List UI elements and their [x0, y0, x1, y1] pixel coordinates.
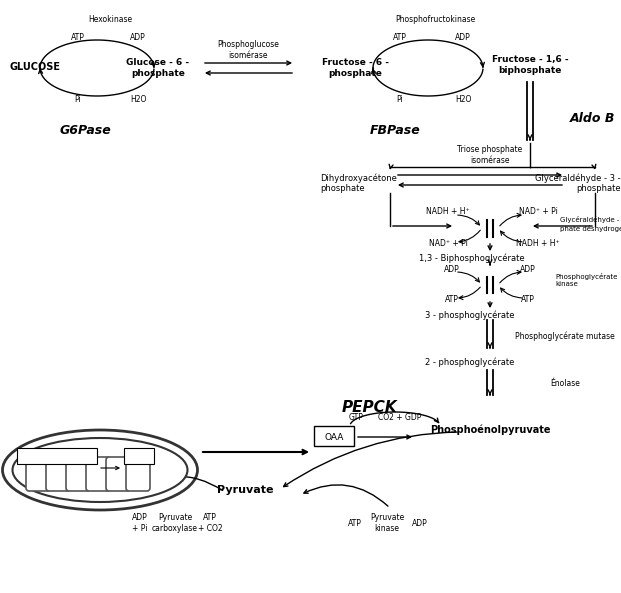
Text: 3 - phosphoglycérate: 3 - phosphoglycérate	[425, 310, 515, 320]
Text: Fructose - 6 -
phosphate: Fructose - 6 - phosphate	[322, 58, 389, 78]
FancyBboxPatch shape	[106, 457, 130, 491]
Text: Phosphoglycérate
kinase: Phosphoglycérate kinase	[555, 273, 617, 287]
Text: ADP: ADP	[444, 266, 460, 275]
Text: Aldo B: Aldo B	[570, 111, 615, 125]
Text: OAA: OAA	[324, 432, 343, 442]
Text: NADH + H⁺: NADH + H⁺	[426, 208, 470, 216]
Text: Phosphofructokinase: Phosphofructokinase	[395, 15, 475, 24]
FancyBboxPatch shape	[66, 457, 90, 491]
Text: Hexokinase: Hexokinase	[88, 15, 132, 24]
Text: H2O: H2O	[455, 95, 471, 104]
Text: ATP: ATP	[393, 33, 407, 43]
Text: Phosphoénolpyruvate: Phosphoénolpyruvate	[430, 425, 550, 435]
Text: 2 - phosphoglycérate: 2 - phosphoglycérate	[425, 357, 515, 366]
FancyBboxPatch shape	[26, 457, 50, 491]
Text: Pi: Pi	[75, 95, 81, 104]
Text: Phosphoglycérate mutase: Phosphoglycérate mutase	[515, 331, 615, 341]
Text: ATP: ATP	[71, 33, 85, 43]
Text: GLUCOSE: GLUCOSE	[10, 62, 61, 72]
Text: ATP: ATP	[348, 518, 362, 528]
Text: Pi: Pi	[397, 95, 404, 104]
FancyBboxPatch shape	[17, 448, 97, 464]
Text: Dihydroxyacétone
phosphate: Dihydroxyacétone phosphate	[320, 173, 397, 193]
FancyBboxPatch shape	[124, 448, 154, 464]
Text: NAD⁺ + Pi: NAD⁺ + Pi	[428, 240, 468, 248]
Text: ADP: ADP	[455, 33, 471, 43]
Text: CO2 + GDP: CO2 + GDP	[378, 413, 422, 422]
Text: Phosphoglucose
isomérase: Phosphoglucose isomérase	[217, 40, 279, 60]
Text: Glycéraldéhyde - 3 - phos-
phate déshydrogénase: Glycéraldéhyde - 3 - phos- phate déshydr…	[560, 216, 621, 232]
Text: NAD⁺ + Pi: NAD⁺ + Pi	[519, 208, 558, 216]
Text: FBPase: FBPase	[369, 123, 420, 136]
Text: ADP
+ Pi: ADP + Pi	[132, 514, 148, 533]
Text: Fructose - 1,6 -
biphosphate: Fructose - 1,6 - biphosphate	[492, 55, 568, 75]
Text: Énolase: Énolase	[550, 378, 580, 387]
Text: ADP: ADP	[412, 518, 428, 528]
Text: 1,3 - Biphosphoglycérate: 1,3 - Biphosphoglycérate	[419, 253, 525, 263]
Text: ATP: ATP	[445, 295, 459, 304]
Text: ADP: ADP	[520, 266, 536, 275]
FancyBboxPatch shape	[86, 457, 110, 491]
FancyBboxPatch shape	[314, 426, 354, 446]
Text: PEPCK: PEPCK	[342, 400, 398, 415]
Text: Pyruvate: Pyruvate	[217, 485, 273, 495]
FancyBboxPatch shape	[46, 457, 70, 491]
Text: Mal: Mal	[132, 464, 146, 473]
Text: GTP: GTP	[348, 413, 363, 422]
Text: ATP
+ CO2: ATP + CO2	[197, 514, 222, 533]
Text: Glycéraldéhyde - 3 -
phosphate: Glycéraldéhyde - 3 - phosphate	[535, 173, 621, 193]
Text: Triose phosphate
isomérase: Triose phosphate isomérase	[458, 145, 523, 165]
Text: ADP: ADP	[130, 33, 146, 43]
Text: H2O: H2O	[130, 95, 146, 104]
Text: G6Pase: G6Pase	[59, 123, 111, 136]
FancyBboxPatch shape	[126, 457, 150, 491]
Text: NADH + H⁺: NADH + H⁺	[516, 240, 560, 248]
Text: Glucose - 6 -
phosphate: Glucose - 6 - phosphate	[127, 58, 189, 78]
Text: Pyruvate
kinase: Pyruvate kinase	[370, 514, 404, 533]
Text: Pyruvate
carboxylase: Pyruvate carboxylase	[152, 514, 198, 533]
Ellipse shape	[2, 430, 197, 510]
Ellipse shape	[12, 438, 188, 502]
Text: Oxaloacétate: Oxaloacétate	[32, 464, 83, 473]
Text: ATP: ATP	[521, 295, 535, 304]
